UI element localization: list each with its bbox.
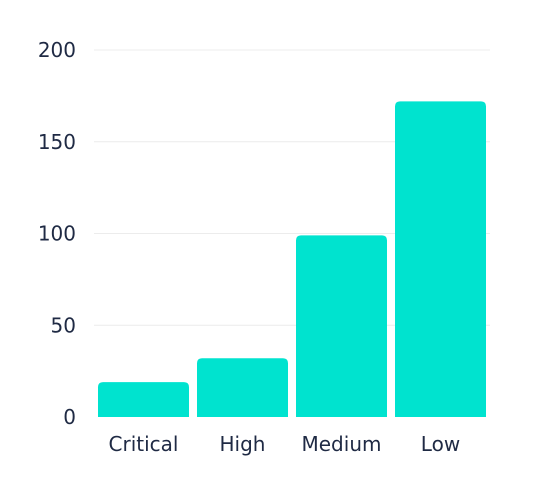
y-axis-ticks: 0 50 100 150 200 xyxy=(38,38,76,429)
x-category-label-critical: Critical xyxy=(109,432,179,456)
y-tick-label-50: 50 xyxy=(51,313,76,337)
y-tick-label-0: 0 xyxy=(63,405,76,429)
bars xyxy=(98,101,486,417)
y-tick-label-200: 200 xyxy=(38,38,76,62)
y-tick-label-100: 100 xyxy=(38,222,76,246)
x-axis-labels: Critical High Medium Low xyxy=(109,432,461,456)
bar-medium[interactable] xyxy=(296,235,387,417)
bar-low[interactable] xyxy=(395,101,486,417)
x-category-label-low: Low xyxy=(421,432,460,456)
bar-critical[interactable] xyxy=(98,382,189,417)
x-category-label-high: High xyxy=(220,432,266,456)
x-category-label-medium: Medium xyxy=(302,432,382,456)
y-tick-label-150: 150 xyxy=(38,130,76,154)
bar-high[interactable] xyxy=(197,358,288,417)
